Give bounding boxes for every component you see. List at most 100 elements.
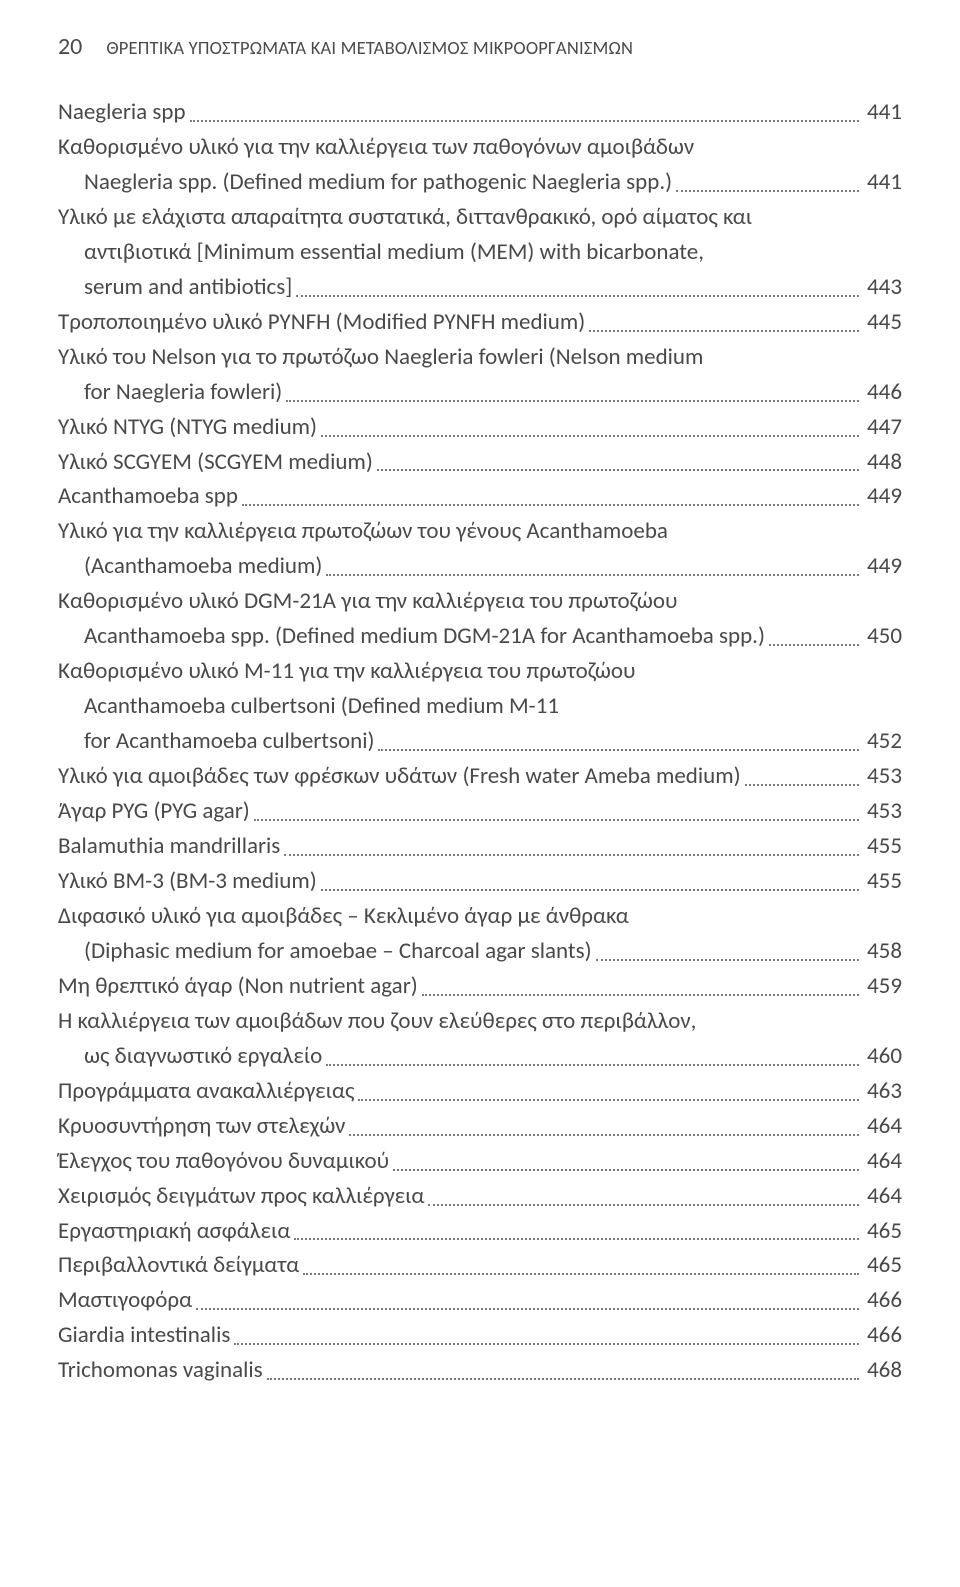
toc-entry: Υλικό SCGYEM (SCGYEM medium) 448 [58,445,902,480]
toc-text: Balamuthia mandrillaris [58,829,280,864]
toc-text-line: αντιβιοτικά [Minimum essential medium (M… [58,235,902,270]
toc-text: Προγράμματα ανακαλλιέργειας [58,1074,354,1109]
toc-text: serum and antibiotics] [84,270,292,305]
toc-entry: Naegleria spp. (Defined medium for patho… [58,165,902,200]
leader-dots [377,469,859,471]
toc-text: Κρυοσυντήρηση των στελεχών [58,1109,345,1144]
toc-page-number: 464 [863,1144,902,1179]
leader-dots [286,400,859,402]
toc-text: Acanthamoeba spp [58,479,238,514]
page-header: 20 ΘΡΕΠΤΙΚΑ ΥΠΟΣΤΡΩΜΑΤΑ ΚΑΙ ΜΕΤΑΒΟΛΙΣΜΟΣ… [58,32,902,61]
page-number-top: 20 [58,32,82,61]
toc-text: for Acanthamoeba culbertsoni) [84,724,374,759]
toc-text: Naegleria spp [58,95,186,130]
leader-dots [428,1204,859,1206]
toc-entry: Κρυοσυντήρηση των στελεχών464 [58,1109,902,1144]
toc-text: Acanthamoeba spp. (Defined medium DGM-21… [84,619,765,654]
toc-text: for Naegleria fowleri) [84,375,282,410]
toc-page-number: 464 [863,1179,902,1214]
toc-text: Υλικό NTYG (NTYG medium) [58,410,317,445]
toc-text: Χειρισμός δειγμάτων προς καλλιέργεια [58,1179,424,1214]
toc-entry: Υλικό ΒΜ-3 (BM-3 medium) 455 [58,864,902,899]
toc-text: Υλικό SCGYEM (SCGYEM medium) [58,445,373,480]
toc-entry: for Acanthamoeba culbertsoni)452 [58,724,902,759]
toc-entry: Έλεγχος του παθογόνου δυναμικού464 [58,1144,902,1179]
toc-entry: Balamuthia mandrillaris 455 [58,829,902,864]
toc-page-number: 448 [863,445,902,480]
toc-text-line: Διφασικό υλικό για αμοιβάδες – Κεκλιμένο… [58,899,902,934]
toc-page-number: 455 [863,829,902,864]
toc-text: (Diphasic medium for amoebae – Charcoal … [84,934,592,969]
leader-dots [321,435,859,437]
running-title: ΘΡΕΠΤΙΚΑ ΥΠΟΣΤΡΩΜΑΤΑ ΚΑΙ ΜΕΤΑΒΟΛΙΣΜΟΣ ΜΙ… [106,36,633,59]
table-of-contents: Naegleria spp441Καθορισμένο υλικό για τη… [58,95,902,1388]
toc-page-number: 455 [863,864,902,899]
toc-page-number: 458 [863,934,902,969]
toc-text: Εργαστηριακή ασφάλεια [58,1214,290,1249]
toc-text-line: Η καλλιέργεια των αμοιβάδων που ζουν ελε… [58,1004,902,1039]
toc-text-line: Υλικό με ελάχιστα απαραίτητα συστατικά, … [58,200,902,235]
leader-dots [254,819,859,821]
toc-page-number: 441 [863,165,902,200]
toc-entry: Μαστιγοφόρα466 [58,1283,902,1318]
toc-entry: Giardia intestinalis 466 [58,1318,902,1353]
leader-dots [284,854,859,856]
toc-text: (Acanthamoeba medium) [84,549,322,584]
toc-page-number: 443 [863,270,902,305]
leader-dots [676,190,859,192]
leader-dots [358,1099,859,1101]
toc-page-number: 450 [863,619,902,654]
toc-page-number: 449 [863,479,902,514]
toc-text-line: Υλικό του Nelson για το πρωτόζωο Naegler… [58,340,902,375]
toc-page-number: 446 [863,375,902,410]
toc-page-number: 453 [863,759,902,794]
leader-dots [190,120,859,122]
leader-dots [234,1343,859,1345]
toc-entry: Περιβαλλοντικά δείγματα465 [58,1248,902,1283]
toc-entry: Naegleria spp441 [58,95,902,130]
leader-dots [378,749,859,751]
toc-page-number: 468 [863,1353,902,1388]
toc-text-line: Acanthamoeba culbertsoni (Defined medium… [58,689,902,724]
toc-entry: Acanthamoeba spp. (Defined medium DGM-21… [58,619,902,654]
toc-page-number: 447 [863,410,902,445]
toc-text-line: Καθορισμένο υλικό για την καλλιέργεια τω… [58,130,902,165]
toc-page-number: 459 [863,969,902,1004]
leader-dots [589,330,859,332]
toc-text-line: Καθορισμένο υλικό DGM-21A για την καλλιέ… [58,584,902,619]
toc-page-number: 466 [863,1318,902,1353]
toc-page-number: 453 [863,794,902,829]
toc-entry: serum and antibiotics] 443 [58,270,902,305]
leader-dots [745,784,859,786]
toc-entry: Τροποποιημένο υλικό PYNFH (Modified PYNF… [58,305,902,340]
leader-dots [321,889,859,891]
toc-entry: Υλικό NTYG (NTYG medium) 447 [58,410,902,445]
toc-entry: Προγράμματα ανακαλλιέργειας 463 [58,1074,902,1109]
toc-text: Naegleria spp. (Defined medium for patho… [84,165,672,200]
toc-entry: Μη θρεπτικό άγαρ (Non nutrient agar) 459 [58,969,902,1004]
leader-dots [303,1273,859,1275]
toc-entry: Υλικό για αμοιβάδες των φρέσκων υδάτων (… [58,759,902,794]
toc-text: Giardia intestinalis [58,1318,230,1353]
toc-entry: Εργαστηριακή ασφάλεια465 [58,1214,902,1249]
toc-text: Άγαρ PYG (PYG agar) [58,794,250,829]
toc-page-number: 465 [863,1248,902,1283]
toc-entry: for Naegleria fowleri) 446 [58,375,902,410]
leader-dots [267,1378,859,1380]
toc-text: Υλικό ΒΜ-3 (BM-3 medium) [58,864,317,899]
toc-text: Υλικό για αμοιβάδες των φρέσκων υδάτων (… [58,759,741,794]
leader-dots [196,1308,859,1310]
toc-text: Μη θρεπτικό άγαρ (Non nutrient agar) [58,969,418,1004]
toc-entry: ως διαγνωστικό εργαλείο460 [58,1039,902,1074]
leader-dots [596,959,859,961]
leader-dots [393,1169,859,1171]
toc-page-number: 463 [863,1074,902,1109]
toc-entry: Άγαρ PYG (PYG agar) 453 [58,794,902,829]
toc-entry: Trichomonas vaginalis468 [58,1353,902,1388]
toc-text: ως διαγνωστικό εργαλείο [84,1039,322,1074]
leader-dots [769,644,859,646]
toc-entry: Χειρισμός δειγμάτων προς καλλιέργεια 464 [58,1179,902,1214]
toc-text-line: Καθορισμένο υλικό M-11 για την καλλιέργε… [58,654,902,689]
leader-dots [326,1064,859,1066]
toc-entry: (Diphasic medium for amoebae – Charcoal … [58,934,902,969]
